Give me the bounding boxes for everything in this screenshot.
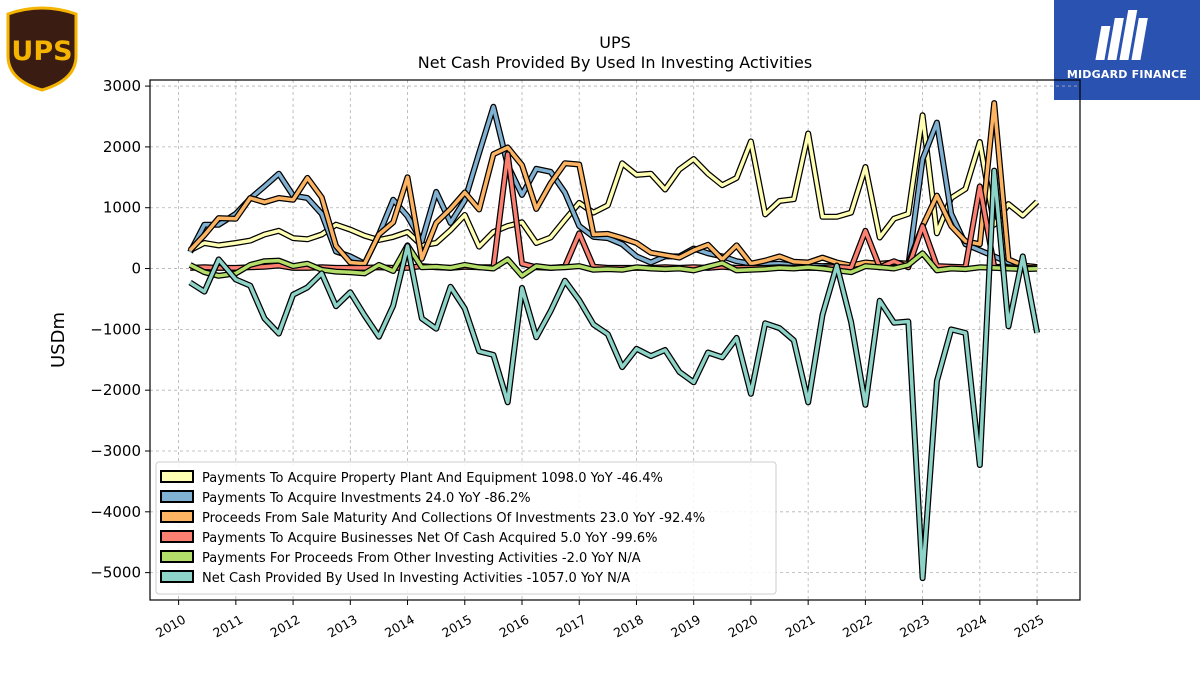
series-5 [188,242,1038,279]
midgard-finance-watermark: MIDGARD FINANCE [1054,0,1200,100]
midgard-logo-icon [1095,10,1148,60]
x-tick-label: 2013 [325,612,360,641]
x-tick-label: 2010 [153,612,188,641]
legend-box [155,461,777,595]
legend-swatch [160,570,194,583]
x-tick-label: 2022 [840,612,875,641]
legend-label: Proceeds From Sale Maturity And Collecti… [202,511,705,526]
y-tick-label: −3000 [90,442,141,460]
x-tick-label: 2016 [496,612,531,641]
x-tick-label: 2025 [1012,612,1047,641]
x-tick-label: 2011 [210,612,245,641]
legend-item: Proceeds From Sale Maturity And Collecti… [160,510,705,526]
x-tick-label: 2017 [554,612,589,641]
ups-logo-text: UPS [11,36,72,67]
y-tick-label: −1000 [90,320,141,338]
y-tick-label: −2000 [90,381,141,399]
y-tick-label: 1000 [103,199,141,217]
y-axis-label: USDm [48,312,69,368]
series-line [189,243,1038,278]
legend-label: Payments To Acquire Businesses Net Of Ca… [202,531,657,546]
y-tick-label: −4000 [90,503,141,521]
series-layer [187,100,1041,582]
ups-shield-icon [6,6,78,92]
chart-title: UPS [599,33,631,52]
legend-swatch [160,510,194,523]
x-axis: 2010 2011 2012 2013 2014 2015 2016 2017 2018 2019… [153,600,1047,641]
legend-swatch [160,530,194,543]
x-tick-label: 2015 [439,612,474,641]
series-line [189,168,1039,580]
y-axis: 3000 2000 1000 0 −1000 −2000 −3000 −4000 −5000 [90,77,150,582]
legend-item: Payments To Acquire Investments 24.0 YoY… [160,490,531,506]
legend-swatch [160,550,194,563]
x-tick-label: 2018 [611,612,646,641]
legend-item: Net Cash Provided By Used In Investing A… [160,570,630,586]
y-tick-label: 0 [131,260,141,278]
legend-label: Payments For Proceeds From Other Investi… [202,551,641,566]
legend-item: Payments To Acquire Property Plant And E… [160,470,663,486]
chart-subtitle: Net Cash Provided By Used In Investing A… [418,53,812,72]
legend: Payments To Acquire Property Plant And E… [155,461,777,595]
plot-area-frame [149,79,1081,601]
x-tick-label: 2014 [382,612,417,641]
legend-label: Payments To Acquire Property Plant And E… [202,471,663,486]
watermark-text: MIDGARD FINANCE [1066,68,1188,81]
legend-swatch [160,470,194,483]
legend-swatch [160,490,194,503]
legend-item: Payments To Acquire Businesses Net Of Ca… [160,530,657,546]
x-tick-label: 2020 [725,612,760,641]
legend-item: Payments For Proceeds From Other Investi… [160,550,641,566]
series-6 [188,167,1041,582]
ups-logo: UPS [4,4,80,92]
x-tick-label: 2012 [268,612,303,641]
series-line [189,113,1039,252]
series-1 [188,112,1040,253]
x-tick-label: 2019 [668,612,703,641]
x-tick-label: 2021 [783,612,818,641]
y-tick-label: 3000 [103,77,141,95]
legend-label: Net Cash Provided By Used In Investing A… [202,571,630,586]
legend-label: Payments To Acquire Investments 24.0 YoY… [202,491,531,506]
x-tick-label: 2024 [954,612,989,641]
x-tick-label: 2023 [897,612,932,641]
y-tick-label: −5000 [90,564,141,582]
y-tick-label: 2000 [103,138,141,156]
